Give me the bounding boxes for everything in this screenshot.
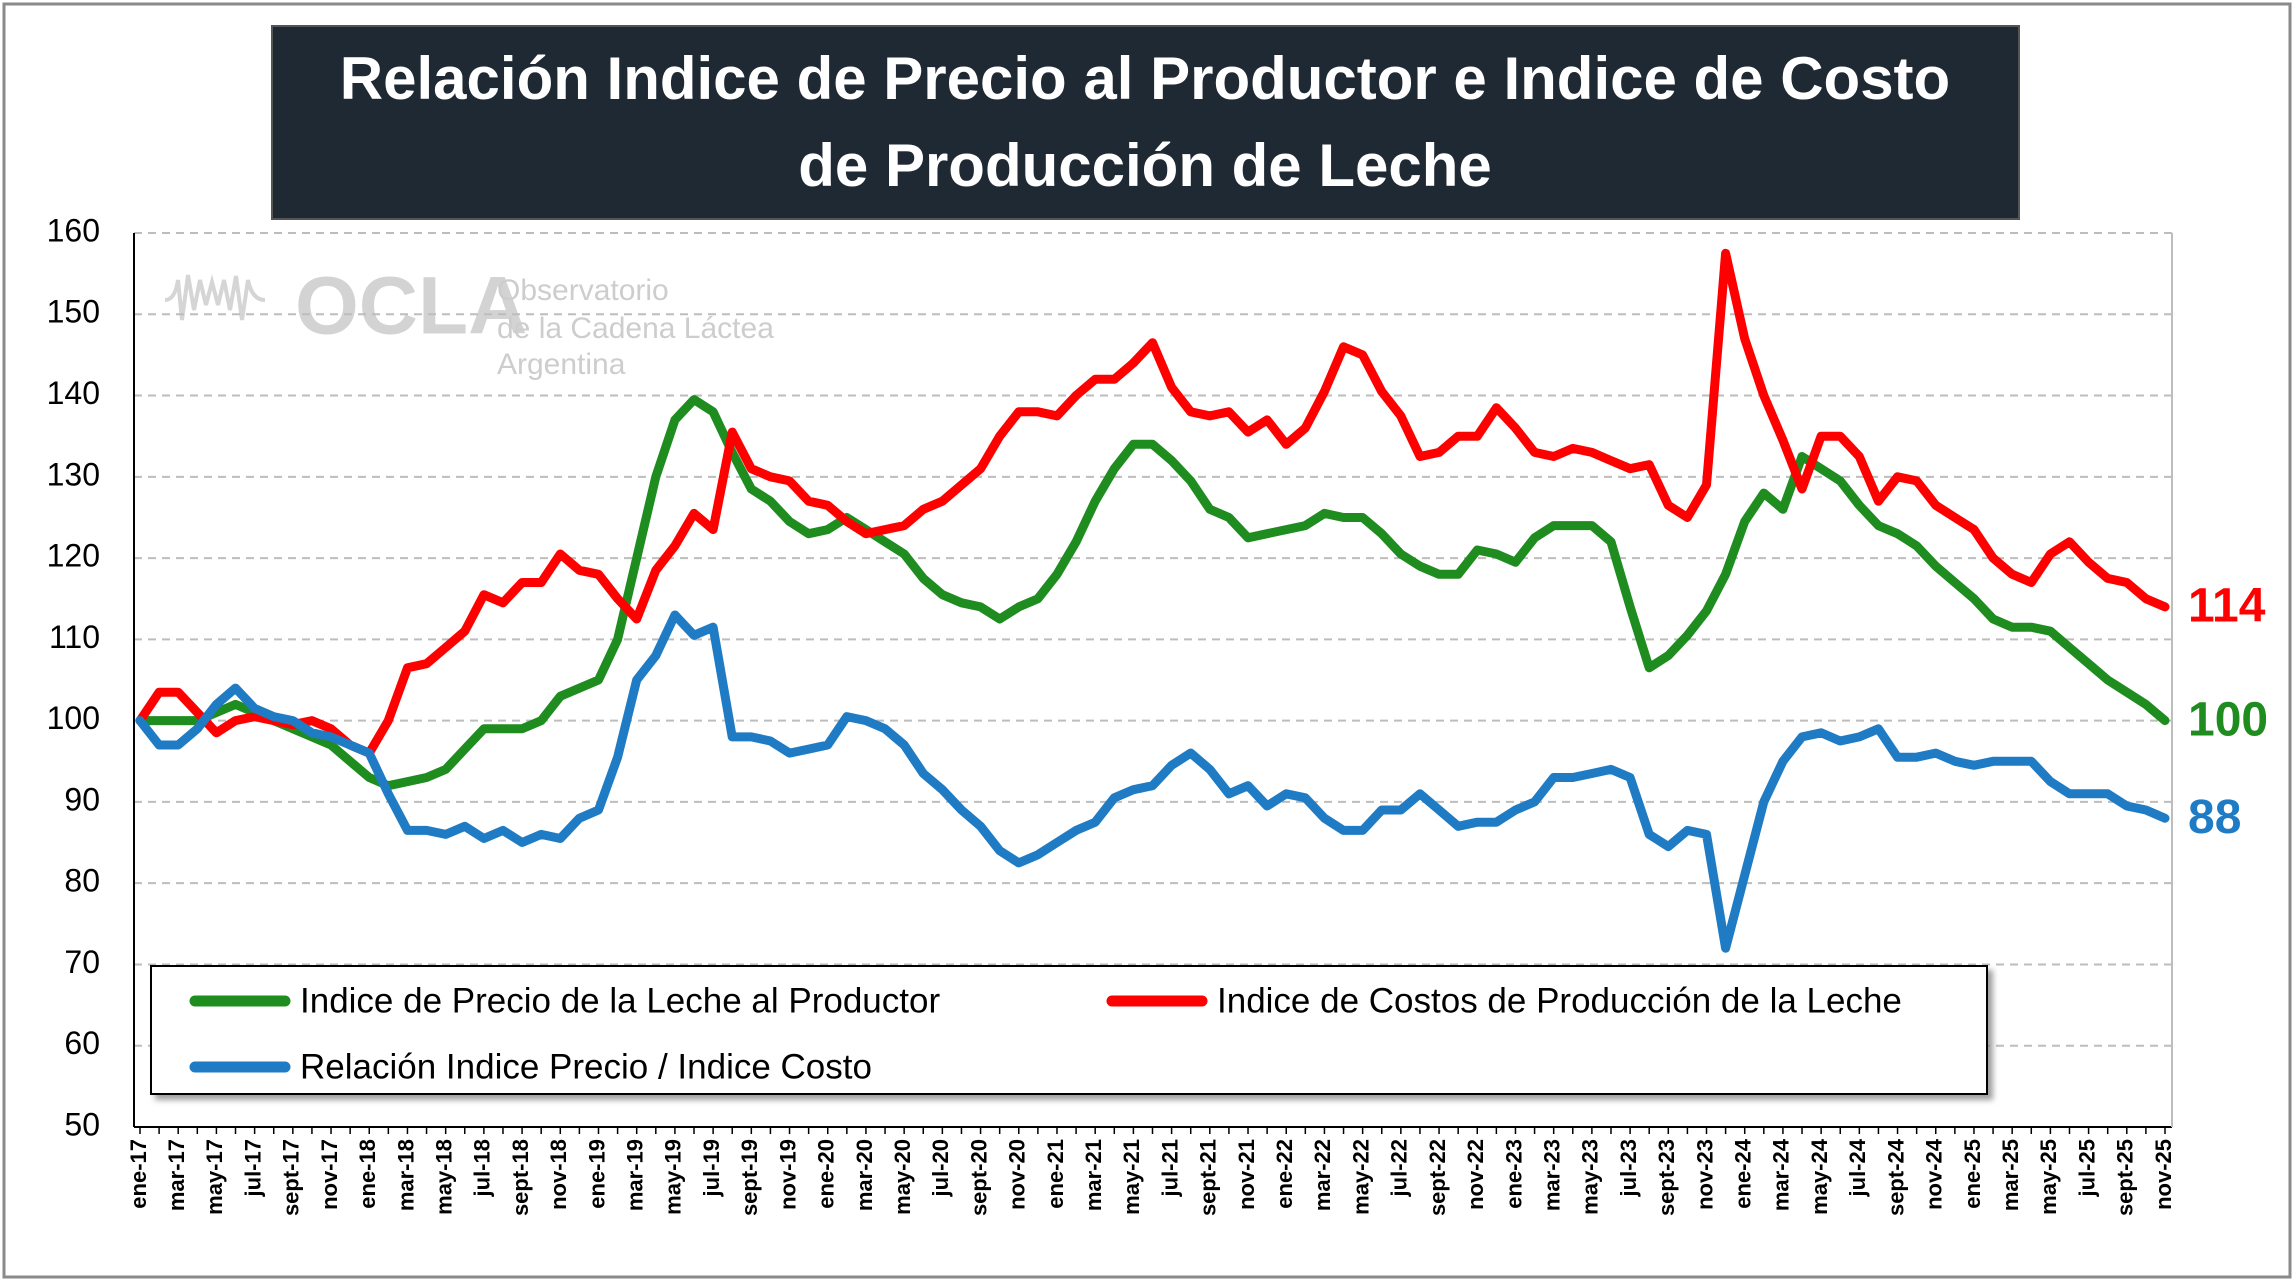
x-tick-label: may-22: [1348, 1139, 1373, 1215]
chart-title: Relación Indice de Precio al Productor e…: [340, 45, 1950, 112]
x-tick-label: sept-17: [279, 1139, 304, 1216]
end-label: 100: [2188, 693, 2268, 746]
x-tick-label: jul-20: [928, 1139, 953, 1197]
x-tick-label: may-23: [1578, 1139, 1603, 1215]
logo-text: OCLA: [295, 261, 527, 352]
x-tick-label: mar-24: [1769, 1138, 1794, 1211]
x-tick-label: nov-25: [2151, 1139, 2176, 1210]
x-tick-label: may-17: [202, 1139, 227, 1215]
x-tick-label: ene-22: [1272, 1139, 1297, 1209]
x-tick-label: ene-23: [1501, 1139, 1526, 1209]
title-box: [271, 25, 2020, 220]
watermark: OCLA Observatorio de la Cadena Láctea Ar…: [164, 261, 774, 381]
x-tick-label: ene-24: [1731, 1138, 1756, 1208]
x-tick-label: mar-22: [1310, 1139, 1335, 1211]
end-label: 114: [2188, 580, 2266, 633]
x-tick-label: sept-20: [966, 1139, 991, 1216]
x-tick-label: jul-23: [1616, 1139, 1641, 1197]
x-tick-label: sept-24: [1883, 1138, 1908, 1216]
y-tick-label: 80: [64, 863, 100, 899]
x-tick-label: sept-19: [737, 1139, 762, 1216]
x-tick-label: may-20: [890, 1139, 915, 1215]
logo-icon: [164, 274, 266, 321]
x-tick-label: jul-19: [699, 1139, 724, 1197]
y-tick-label: 50: [64, 1106, 100, 1142]
series-line: [135, 395, 2170, 791]
x-tick-label: sept-22: [1425, 1139, 1450, 1216]
x-tick-label: ene-17: [126, 1139, 151, 1209]
y-tick-label: 160: [47, 212, 100, 248]
y-tick-label: 150: [47, 294, 100, 330]
y-tick-label: 110: [49, 619, 100, 655]
y-tick-label: 70: [64, 944, 100, 980]
x-tick-label: nov-18: [546, 1139, 571, 1210]
x-tick-label: ene-25: [1960, 1139, 1985, 1209]
series-line: [135, 248, 2170, 758]
x-tick-label: jul-21: [1157, 1139, 1182, 1197]
x-tick-label: jul-24: [1845, 1138, 1870, 1197]
x-tick-label: ene-18: [355, 1139, 380, 1209]
x-tick-label: mar-18: [393, 1139, 418, 1211]
x-tick-label: sept-21: [1196, 1139, 1221, 1216]
x-tick-label: mar-17: [164, 1139, 189, 1211]
x-tick-label: nov-20: [1005, 1139, 1030, 1210]
x-tick-label: sept-18: [508, 1139, 533, 1216]
logo-caption: Observatorio: [497, 274, 669, 307]
x-tick-label: nov-21: [1234, 1139, 1259, 1210]
x-tick-label: nov-22: [1463, 1139, 1488, 1210]
x-tick-label: may-18: [431, 1139, 456, 1215]
y-tick-label: 140: [47, 375, 100, 411]
x-tick-label: mar-25: [1998, 1139, 2023, 1211]
x-tick-label: may-21: [1119, 1139, 1144, 1215]
y-tick-label: 90: [64, 781, 100, 817]
end-label: 88: [2188, 791, 2241, 844]
y-tick-label: 130: [47, 456, 100, 492]
x-tick-label: jul-17: [240, 1139, 265, 1197]
x-tick-label: may-25: [2036, 1139, 2061, 1215]
x-tick-label: jul-25: [2074, 1139, 2099, 1197]
x-tick-label: may-19: [661, 1139, 686, 1215]
x-tick-label: sept-25: [2113, 1139, 2138, 1216]
y-tick-label: 60: [64, 1025, 100, 1061]
x-tick-label: mar-20: [852, 1139, 877, 1211]
x-tick-label: mar-19: [623, 1139, 648, 1211]
x-tick-label: nov-23: [1692, 1139, 1717, 1210]
x-tick-label: jul-18: [470, 1139, 495, 1197]
y-tick-label: 120: [47, 538, 100, 574]
x-tick-label: nov-17: [317, 1139, 342, 1210]
legend-label: Indice de Precio de la Leche al Producto…: [300, 981, 940, 1020]
x-tick-label: nov-24: [1922, 1138, 1947, 1210]
series-line: [135, 610, 2170, 953]
legend-box: [150, 965, 1988, 1095]
x-tick-label: ene-20: [814, 1139, 839, 1209]
legend-label: Indice de Costos de Producción de la Lec…: [1217, 981, 1902, 1020]
x-tick-label: nov-19: [775, 1139, 800, 1210]
x-tick-label: jul-22: [1387, 1139, 1412, 1197]
x-tick-label: mar-21: [1081, 1139, 1106, 1211]
x-tick-label: ene-19: [584, 1139, 609, 1209]
legend-label: Relación Indice Precio / Indice Costo: [300, 1047, 872, 1086]
y-tick-label: 100: [47, 700, 100, 736]
x-tick-label: ene-21: [1043, 1139, 1068, 1209]
logo-caption: de la Cadena Láctea: [497, 312, 774, 345]
chart-title: de Producción de Leche: [798, 132, 1492, 199]
x-tick-label: sept-23: [1654, 1139, 1679, 1216]
x-tick-label: may-24: [1807, 1138, 1832, 1215]
x-tick-label: mar-23: [1539, 1139, 1564, 1211]
logo-caption: Argentina: [497, 348, 626, 381]
